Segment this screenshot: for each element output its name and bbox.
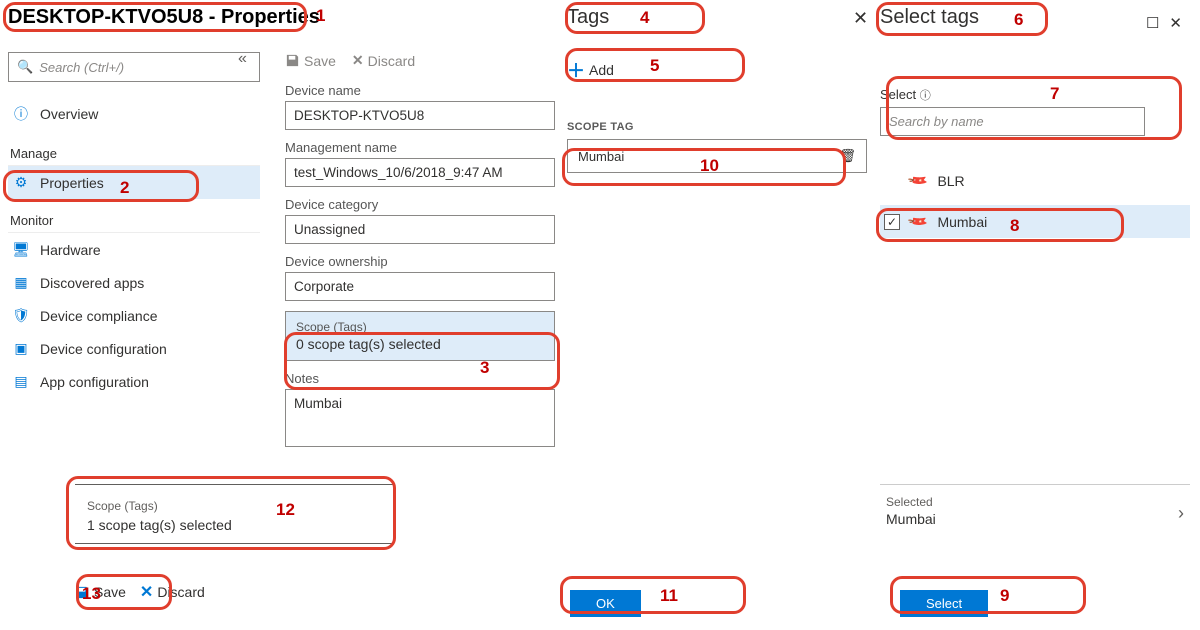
scope-tag-header: SCOPE TAG [567,121,867,133]
callout-11 [560,576,746,614]
sidebar: 🔍 Search (Ctrl+/) ⓘ Overview Manage ⚙ Pr… [8,52,260,398]
discard-label: Discard [368,53,415,69]
nav-device-compliance[interactable]: 🛡 Device compliance [8,299,260,332]
close-window-icon[interactable]: ✕ [1169,14,1182,32]
selected-label: Selected [886,495,1184,509]
close-icon[interactable]: ✕ [853,8,868,29]
callout-7 [886,76,1182,140]
callout-num-9: 9 [1000,586,1009,606]
collapse-icon[interactable]: « [238,50,247,68]
nav-config-label: Device configuration [40,341,167,357]
hardware-icon: 🖥 [12,241,30,258]
nav-app-configuration[interactable]: ▤ App configuration [8,365,260,398]
callout-num-8: 8 [1010,216,1019,236]
callout-num-5: 5 [650,56,659,76]
callout-num-3: 3 [480,358,489,378]
search-placeholder: Search (Ctrl+/) [39,60,124,75]
save-icon [285,53,300,68]
callout-num-1: 1 [316,6,325,26]
selected-value: Mumbai [886,511,1184,527]
nav-overview[interactable]: ⓘ Overview [8,96,260,132]
nav-overview-label: Overview [40,106,98,122]
callout-12 [66,476,396,550]
callout-num-13: 13 [82,584,101,604]
search-icon: 🔍 [17,59,33,75]
callout-3 [284,332,560,390]
ownership-label: Device ownership [285,254,555,269]
discard-button-disabled: ✕Discard [352,52,415,69]
nav-discovered-apps[interactable]: ▦ Discovered apps [8,266,260,299]
notes-field[interactable]: Mumbai [285,389,555,447]
compliance-icon: 🛡 [12,307,30,324]
mgmt-name-label: Management name [285,140,555,155]
ownership-field[interactable]: Corporate [285,272,555,301]
callout-num-10: 10 [700,156,719,176]
callout-num-7: 7 [1050,84,1059,104]
callout-4 [565,2,705,34]
search-input[interactable]: 🔍 Search (Ctrl+/) [8,52,260,82]
callout-9 [890,576,1086,614]
apps-icon: ▦ [12,274,30,291]
callout-8 [876,208,1124,242]
section-manage: Manage [8,136,260,166]
callout-2 [3,170,199,202]
callout-num-12: 12 [276,500,295,520]
selected-summary[interactable]: Selected Mumbai › [880,484,1190,537]
tag-blr-label: BLR [937,173,964,189]
window-controls: ☐ ✕ [1146,14,1182,32]
nav-compliance-label: Device compliance [40,308,158,324]
callout-num-11: 11 [660,586,678,606]
discard-x-icon: ✕ [352,52,364,69]
callout-num-4: 4 [640,8,649,28]
section-monitor: Monitor [8,203,260,233]
save-button-disabled: Save [285,53,336,69]
maximize-icon[interactable]: ☐ [1146,14,1159,32]
config-icon: ▣ [12,340,30,357]
callout-num-2: 2 [120,178,129,198]
mgmt-name-field[interactable]: test_Windows_10/6/2018_9:47 AM [285,158,555,187]
save-label: Save [304,53,336,69]
nav-appconfig-label: App configuration [40,374,149,390]
category-label: Device category [285,197,555,212]
device-name-field[interactable]: DESKTOP-KTVO5U8 [285,101,555,130]
nav-hardware-label: Hardware [40,242,101,258]
tag-row-blr[interactable]: 🔖 BLR [880,164,1190,197]
category-field[interactable]: Unassigned [285,215,555,244]
tag-icon: 🔖 [907,168,931,192]
callout-num-6: 6 [1014,10,1023,30]
nav-hardware[interactable]: 🖥 Hardware [8,233,260,266]
form-toolbar: Save ✕Discard [285,52,555,69]
appconfig-icon: ▤ [12,373,30,390]
chevron-right-icon: › [1178,503,1184,524]
nav-discovered-label: Discovered apps [40,275,144,291]
device-name-label: Device name [285,83,555,98]
callout-1 [3,2,307,32]
nav-device-configuration[interactable]: ▣ Device configuration [8,332,260,365]
info-icon: ⓘ [12,104,30,124]
